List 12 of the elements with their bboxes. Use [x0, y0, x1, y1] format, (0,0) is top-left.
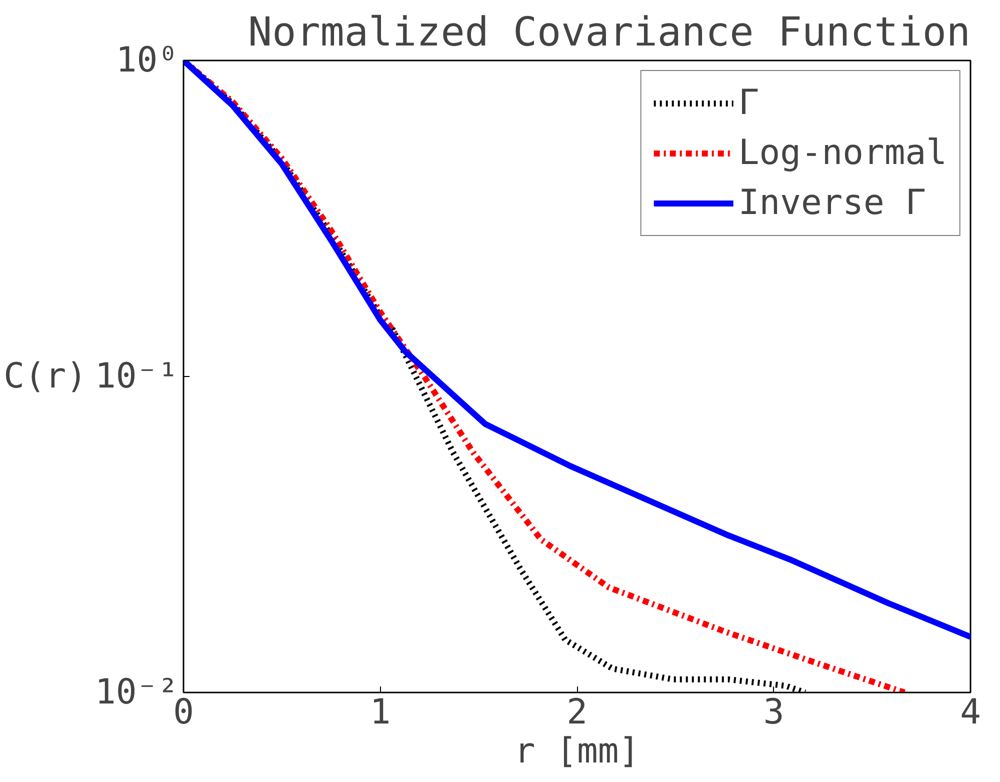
y-tick-label: 10⁻¹: [95, 356, 179, 396]
legend-label: Γ: [738, 83, 760, 123]
legend-label: Inverse Γ: [738, 183, 926, 223]
x-tick-label: 1: [370, 692, 391, 732]
x-tick-label: 2: [566, 692, 588, 732]
y-tick-label: 10⁰: [116, 40, 179, 80]
x-axis-title: r [mm]: [514, 732, 640, 772]
legend-label: Log-normal: [738, 133, 947, 173]
x-tick-label: 4: [960, 692, 981, 732]
chart-title: Normalized Covariance Function: [248, 10, 971, 56]
y-axis-title: C(r): [4, 356, 88, 396]
x-tick-label: 3: [763, 692, 784, 732]
